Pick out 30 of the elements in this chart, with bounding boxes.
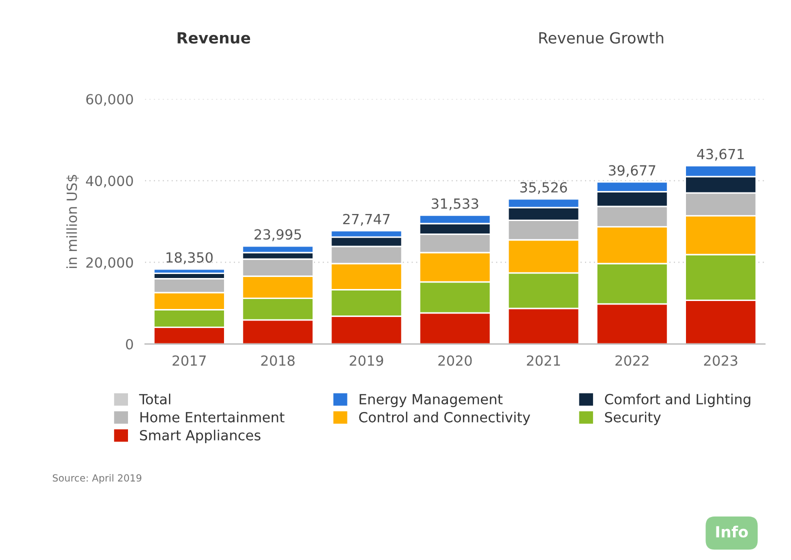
total-label: 43,671 (697, 148, 744, 161)
y-tick-label: 40,000 (86, 176, 133, 188)
x-tick-label: 2017 (172, 355, 206, 366)
x-tick-label: 2019 (350, 355, 384, 366)
x-tick-label: 2018 (261, 355, 295, 366)
legend-label: Home Entertainment (140, 412, 284, 422)
legend-label: Comfort and Lighting (604, 394, 750, 408)
y-tick-label: 60,000 (86, 94, 133, 106)
x-tick-label: 2021 (526, 355, 560, 366)
total-label: 23,995 (254, 229, 301, 242)
text: Info (716, 526, 748, 538)
total-label: 39,677 (608, 165, 656, 178)
legend-label: Security (605, 412, 661, 426)
total-label: 18,350 (166, 252, 213, 264)
x-tick-label: 2020 (438, 355, 472, 366)
y-axis-title: in million US$ (66, 174, 79, 268)
legend-label: Total (139, 394, 170, 404)
x-tick-label: 2023 (704, 355, 738, 366)
total-label: 31,533 (432, 198, 478, 210)
y-tick-label: 0 (126, 338, 133, 350)
legend-label: Smart Appliances (140, 430, 260, 444)
x-tick-label: 2022 (615, 355, 648, 366)
legend-label: Energy Management (360, 394, 503, 408)
text: Revenue Growth (539, 32, 664, 44)
legend-label: Control and Connectivity (359, 412, 530, 426)
total-label: 27,747 (343, 214, 390, 226)
y-tick-label: 20,000 (86, 257, 133, 270)
total-label: 35,526 (520, 182, 567, 194)
source-note: Source: April 2019 (52, 474, 142, 484)
text: Revenue (178, 32, 250, 44)
